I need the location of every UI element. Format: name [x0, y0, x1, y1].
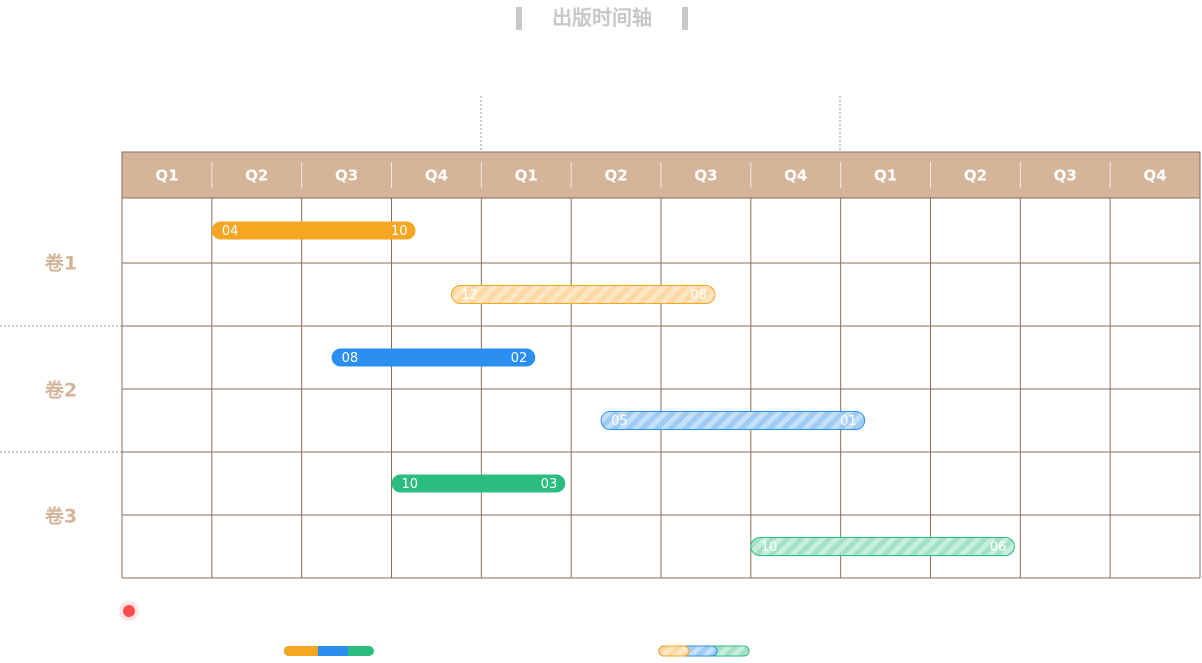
quarter-label: Q1: [874, 167, 897, 185]
quarter-label: Q2: [964, 167, 987, 185]
bar-end: 06: [990, 540, 1007, 555]
bar: [211, 221, 416, 240]
bar-end: 08: [690, 288, 707, 303]
bar-start: 10: [761, 540, 778, 555]
bar-striped: [750, 537, 1015, 556]
bar-end: 03: [541, 477, 558, 492]
bar-start: 10: [402, 477, 419, 492]
bar-striped: [600, 411, 866, 430]
quarter-label: Q1: [155, 167, 178, 185]
volume-label: 卷1: [44, 252, 77, 275]
quarter-label: Q3: [694, 167, 717, 185]
bar-end: 10: [391, 224, 408, 239]
title-deco: [682, 7, 688, 30]
volume-label: 卷3: [44, 505, 77, 528]
volume-label: 卷2: [44, 379, 77, 402]
quarter-label: Q3: [335, 167, 358, 185]
bar-start: 12: [461, 288, 478, 303]
quarter-label: Q2: [604, 167, 627, 185]
bar-start: 05: [611, 414, 628, 429]
bar-start: 04: [222, 224, 239, 239]
quarter-label: Q3: [1054, 167, 1077, 185]
quarter-label: Q4: [1143, 167, 1166, 185]
bar-end: 02: [511, 351, 528, 366]
dot: [123, 605, 135, 617]
legend-striped: [658, 645, 750, 657]
bar-end: 01: [840, 414, 857, 429]
bar-start: 08: [342, 351, 359, 366]
bar: [331, 348, 536, 367]
bar-striped: [450, 285, 716, 304]
title-deco: [516, 7, 522, 30]
legend-solid: [284, 646, 374, 656]
quarter-label: Q4: [425, 167, 448, 185]
bar: [391, 474, 566, 493]
quarter-label: Q1: [515, 167, 538, 185]
quarter-label: Q4: [784, 167, 807, 185]
title: 出版时间轴: [552, 6, 652, 30]
quarter-label: Q2: [245, 167, 268, 185]
